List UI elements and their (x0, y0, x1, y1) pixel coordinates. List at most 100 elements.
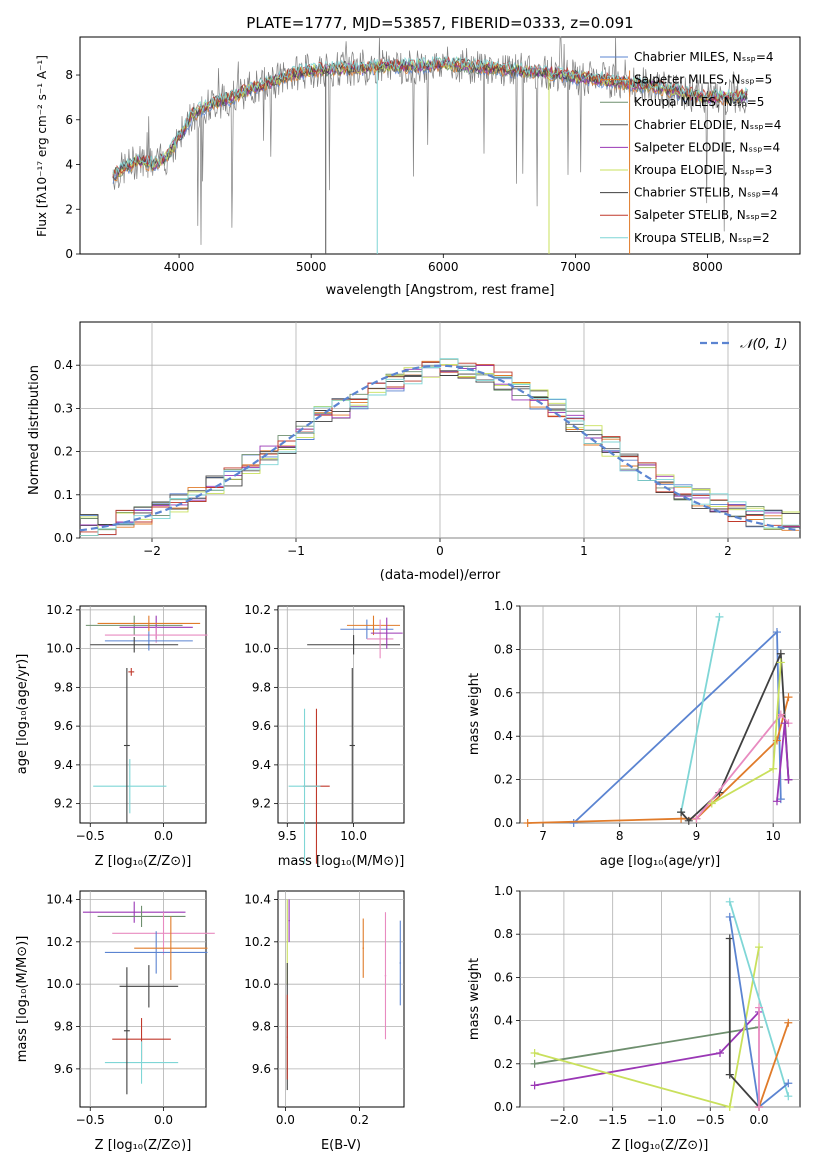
x-tick-label: 1 (580, 544, 588, 558)
y-tick-label: 4 (65, 158, 73, 172)
y-tick-label: 9.8 (54, 1020, 73, 1034)
y-tick-label: 0.3 (54, 401, 73, 415)
z-mass-ylabel: mass [log₁₀(M/M⊙)] (15, 936, 30, 1063)
mass-weight-marker (784, 775, 793, 784)
y-tick-label: 0.0 (494, 816, 513, 830)
spectrum-model-line (112, 55, 748, 178)
errorbar-point (104, 931, 208, 974)
axes-1: −2 −1 0 1 2 0.0 0.1 0.2 0.3 0.4 (54, 322, 800, 558)
mass-weight-line (534, 1011, 760, 1087)
y-tick-label: 10.0 (244, 642, 271, 656)
x-tick-label: 0.2 (350, 1113, 369, 1127)
panel-residuals: (data-model)/error Normed distribution (27, 321, 801, 583)
mass-weight-marker (755, 1003, 764, 1012)
y-tick-label: 10.0 (46, 642, 73, 656)
residual-histogram-series (80, 358, 800, 536)
legend-label: Chabrier STELIB, Nₛₛₚ=4 (634, 186, 779, 200)
mass-weight-marker (725, 1070, 734, 1079)
x-tick-label: −1.0 (647, 1113, 676, 1127)
x-tick-label: 0 (436, 544, 444, 558)
errorbar-point (370, 617, 403, 649)
panel-mass-age: mass [log₁₀(M/M⊙)] (277, 605, 405, 869)
axes-2: −0.5 0.0 9.2 9.4 9.6 9.8 10.0 10.2 (46, 603, 206, 843)
age-weight-xlabel: age [log₁₀(age/yr)] (600, 854, 721, 869)
y-tick-label: 0.2 (494, 1057, 513, 1071)
y-tick-label: 0.6 (494, 686, 513, 700)
mass-weight-line (534, 947, 760, 1109)
errorbar-point (97, 905, 186, 927)
errorbar-point (134, 916, 208, 980)
y-tick-label: 9.6 (54, 1062, 73, 1076)
panel-z-mass: Z [log₁₀(Z/Z⊙)] mass [log₁₀(M/M⊙)] (15, 890, 207, 1153)
z-weight-xlabel: Z [log₁₀(Z/Z⊙)] (612, 1138, 709, 1153)
mass-weight-marker (692, 814, 701, 823)
errorbar-point (307, 635, 401, 655)
y-tick-label: 9.4 (54, 758, 73, 772)
z-weight-frame (519, 890, 801, 1108)
x-tick-label: 8000 (692, 260, 723, 274)
axes-0: 4000 5000 6000 7000 8000 0 2 4 6 8 (65, 68, 722, 274)
axes-5: −0.5 0.0 9.6 9.8 10.0 10.2 10.4 (46, 891, 206, 1127)
y-tick-label: 10.2 (244, 603, 271, 617)
y-tick-label: 0.2 (494, 773, 513, 787)
z-age-ylabel: age [log₁₀(age/yr)] (15, 654, 30, 775)
x-tick-label: −2.0 (549, 1113, 578, 1127)
mass-weight-marker (707, 799, 716, 808)
legend-label: Chabrier MILES, Nₛₛₚ=4 (634, 50, 774, 64)
errorbar-point (93, 759, 167, 814)
x-tick-label: 9 (693, 829, 701, 843)
mass-weight-marker (530, 1081, 539, 1090)
ebv-mass-frame (277, 890, 405, 1108)
ebv-mass-xlabel: E(B-V) (321, 1138, 361, 1153)
y-tick-label: 0.0 (494, 1100, 513, 1114)
normal-curve (79, 364, 801, 532)
y-tick-label: 9.2 (54, 797, 73, 811)
mass-weight-marker (684, 816, 693, 825)
age-weight-ylabel: mass weight (467, 673, 482, 755)
y-tick-label: 0.8 (494, 927, 513, 941)
mass-age-xlabel: mass [log₁₀(M/M⊙)] (278, 854, 405, 869)
mass-weight-marker (716, 1049, 724, 1057)
y-tick-label: 6 (65, 113, 73, 127)
panel-ebv-mass: E(B-V) (277, 890, 405, 1153)
x-tick-label: −0.5 (76, 829, 105, 843)
errorbar-point (90, 637, 179, 653)
errorbar-point (366, 619, 394, 659)
errorbar-point (399, 920, 402, 1006)
legend-label: Kroupa ELODIE, Nₛₛₚ=3 (634, 163, 772, 177)
x-tick-label: 0.0 (154, 1113, 173, 1127)
errorbar-point (362, 918, 364, 978)
y-tick-label: 8 (65, 68, 73, 82)
y-tick-label: 9.6 (252, 1062, 271, 1076)
mass-weight-marker (772, 797, 781, 806)
errorbar-point (123, 668, 130, 823)
mass-weight-marker (776, 710, 785, 719)
mass-weight-marker (784, 693, 793, 702)
mass-weight-marker (725, 897, 734, 906)
mass-weight-marker (530, 1059, 539, 1068)
y-tick-label: 10.0 (244, 977, 271, 991)
legend-label: Salpeter STELIB, Nₛₛₚ=2 (634, 208, 778, 222)
z-mass-frame (79, 890, 207, 1108)
x-tick-label: −0.5 (76, 1113, 105, 1127)
errorbar-point (119, 965, 179, 1008)
x-tick-label: 7 (539, 829, 547, 843)
residuals-ylabel: Normed distribution (27, 365, 42, 495)
z-age-frame (79, 605, 207, 824)
mass-weight-marker (530, 1049, 539, 1057)
mass-weight-marker (523, 819, 532, 827)
legend-label: Chabrier ELODIE, Nₛₛₚ=4 (634, 118, 781, 132)
x-tick-label: −2 (143, 544, 161, 558)
legend-label: Salpeter ELODIE, Nₛₛₚ=4 (634, 140, 780, 154)
panel-z-age: Z [log₁₀(Z/Z⊙)] age [log₁₀(age/yr)] (15, 605, 207, 869)
x-tick-label: −1.5 (598, 1113, 627, 1127)
mass-weight-marker (780, 719, 789, 728)
mass-weight-marker (776, 649, 785, 658)
errorbar-point (104, 631, 193, 651)
z-age-xlabel: Z [log₁₀(Z/Z⊙)] (95, 854, 192, 869)
mass-weight-marker (677, 808, 686, 817)
y-tick-label: 1.0 (494, 599, 513, 613)
mass-weight-line (680, 616, 721, 813)
spectrum-ylabel: Flux [fλ10⁻¹⁷ erg cm⁻² s⁻¹ A⁻¹] (35, 55, 49, 237)
